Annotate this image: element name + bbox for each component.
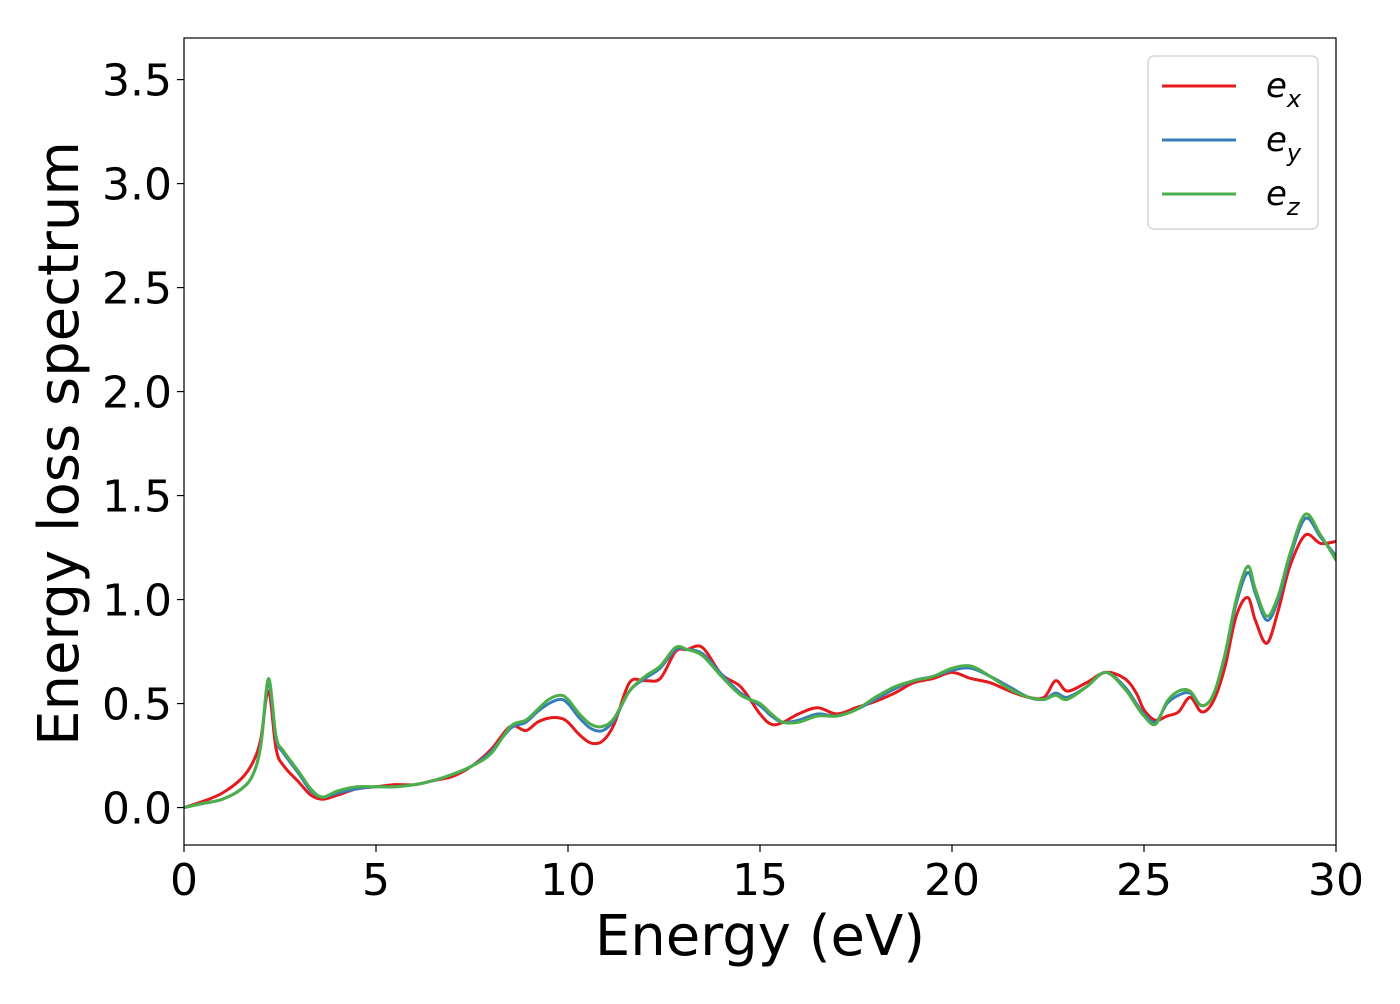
y-tick-label: 2.5 xyxy=(102,264,172,315)
y-tick-label: 3.0 xyxy=(102,160,172,211)
axes-layer: 0 5 10 15 20 25 300.00.51.01.52.02.53.03.5Ener… xyxy=(27,37,1364,969)
x-tick-label: 0 xyxy=(170,855,198,906)
x-tick-label: 20 xyxy=(924,855,980,906)
legend-box xyxy=(1147,55,1319,230)
legend-subscript-ez: z xyxy=(1286,193,1301,221)
y-tick-label: 3.5 xyxy=(102,56,172,107)
x-tick-label: 15 xyxy=(732,855,788,906)
x-tick-label: 5 xyxy=(362,855,390,906)
y-tick-label: 0.5 xyxy=(102,680,172,731)
y-tick-label: 0.0 xyxy=(102,784,172,835)
series-layer xyxy=(184,512,1336,810)
x-tick-label: 30 xyxy=(1308,855,1364,906)
x-tick-label: 25 xyxy=(1116,855,1172,906)
series-line-ez xyxy=(184,512,1336,810)
legend-subscript-ey: y xyxy=(1286,139,1302,167)
y-tick-label: 1.0 xyxy=(102,576,172,627)
series-line-ex xyxy=(184,532,1336,810)
y-tick-label: 1.5 xyxy=(102,472,172,523)
series-line-ey xyxy=(184,516,1336,810)
x-axis-label: Energy (eV) xyxy=(595,904,925,969)
x-tick-label: 10 xyxy=(540,855,596,906)
y-axis-label: Energy loss spectrum xyxy=(27,141,92,746)
legend-subscript-ex: x xyxy=(1286,85,1302,113)
y-tick-label: 2.0 xyxy=(102,368,172,419)
